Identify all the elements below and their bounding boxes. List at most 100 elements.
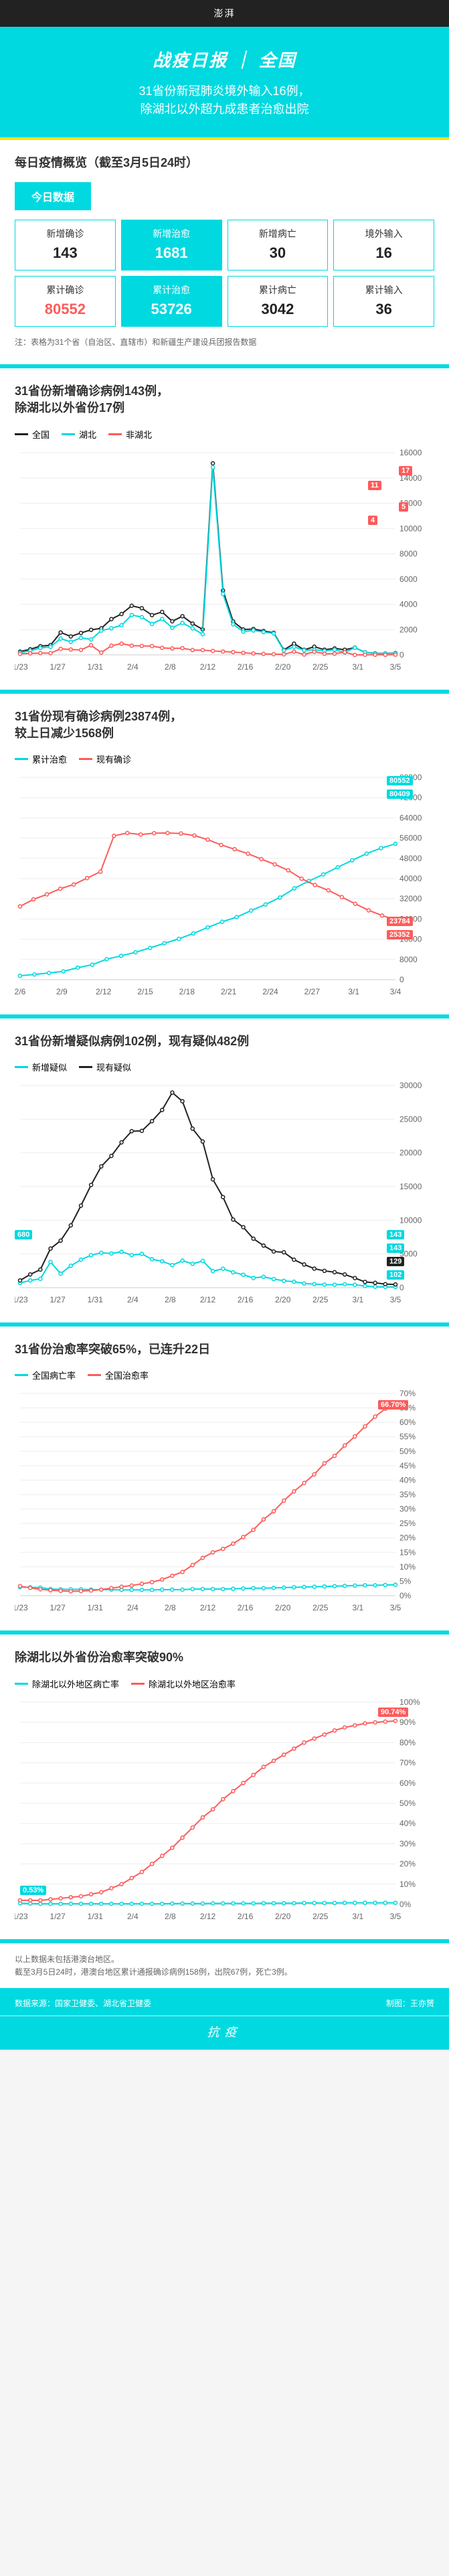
chart3-legend: 新增疑似现有疑似 — [15, 1061, 434, 1073]
svg-text:35%: 35% — [399, 1490, 416, 1499]
legend-item: 现有疑似 — [79, 1061, 131, 1073]
svg-text:2/12: 2/12 — [200, 1295, 216, 1304]
callout: 143 — [387, 1243, 404, 1253]
svg-text:64000: 64000 — [399, 813, 422, 822]
svg-text:2/12: 2/12 — [200, 662, 216, 672]
svg-text:30%: 30% — [399, 1839, 416, 1848]
legend-item: 除湖北以外地区病亡率 — [15, 1677, 119, 1690]
svg-text:2/4: 2/4 — [127, 662, 139, 672]
callout: 80409 — [387, 789, 413, 799]
svg-text:10%: 10% — [399, 1562, 416, 1572]
chart1-title: 31省份新增确诊病例143例，除湖北以外省份17例 — [15, 368, 434, 427]
tab-today[interactable]: 今日数据 — [15, 182, 91, 210]
svg-text:2/21: 2/21 — [221, 987, 237, 996]
section-chart2: 31省份现有确诊病例23874例，较上日减少1568例 累计治愈现有确诊 080… — [0, 694, 449, 1018]
callout: 80552 — [387, 776, 413, 785]
stat-label: 新增确诊 — [18, 227, 112, 240]
chart3: 0500010000150002000025000300001/231/271/… — [15, 1079, 434, 1306]
svg-text:0: 0 — [399, 650, 404, 660]
credits-author: 制图：王亦赟 — [386, 1997, 434, 2009]
callout: 143 — [387, 1230, 404, 1239]
svg-text:56000: 56000 — [399, 834, 422, 843]
svg-text:2/9: 2/9 — [56, 987, 68, 996]
svg-text:1/23: 1/23 — [15, 1912, 28, 1921]
callout: 102 — [387, 1270, 404, 1280]
svg-text:2/25: 2/25 — [312, 1603, 329, 1612]
svg-text:30000: 30000 — [399, 1081, 422, 1090]
callout: 680 — [15, 1230, 32, 1239]
svg-text:60%: 60% — [399, 1778, 416, 1787]
legend-item: 现有确诊 — [79, 753, 131, 765]
svg-text:1/27: 1/27 — [50, 1912, 66, 1921]
legend-label: 湖北 — [79, 428, 96, 441]
svg-text:15000: 15000 — [399, 1182, 422, 1191]
svg-text:1/31: 1/31 — [88, 662, 104, 672]
legend-item: 全国 — [15, 428, 50, 441]
stat-cell: 累计输入 36 — [333, 276, 434, 327]
svg-text:2/8: 2/8 — [165, 662, 176, 672]
svg-text:40%: 40% — [399, 1819, 416, 1828]
svg-text:2/16: 2/16 — [238, 662, 254, 672]
stat-value: 53726 — [124, 301, 219, 318]
svg-text:1/27: 1/27 — [50, 1295, 66, 1304]
svg-text:70%: 70% — [399, 1389, 416, 1398]
legend-swatch — [15, 433, 28, 435]
svg-text:3/5: 3/5 — [390, 1603, 401, 1612]
stat-value: 1681 — [124, 244, 219, 262]
svg-text:2/12: 2/12 — [96, 987, 112, 996]
legend-item: 累计治愈 — [15, 753, 67, 765]
svg-text:2000: 2000 — [399, 625, 418, 634]
svg-text:2/15: 2/15 — [137, 987, 153, 996]
svg-text:3/4: 3/4 — [390, 987, 401, 996]
legend-label: 除湖北以外地区治愈率 — [149, 1677, 236, 1690]
svg-text:2/18: 2/18 — [179, 987, 195, 996]
svg-text:50%: 50% — [399, 1447, 416, 1456]
chart2-legend: 累计治愈现有确诊 — [15, 753, 434, 765]
svg-text:2/27: 2/27 — [304, 987, 321, 996]
svg-text:10000: 10000 — [399, 1215, 422, 1225]
overview-heading: 每日疫情概览（截至3月5日24时） — [15, 140, 434, 182]
svg-text:2/20: 2/20 — [275, 1603, 291, 1612]
svg-text:2/20: 2/20 — [275, 1912, 291, 1921]
credits: 数据来源：国家卫健委、湖北省卫健委 制图：王亦赟 — [0, 1988, 449, 2016]
legend-swatch — [79, 1066, 92, 1068]
chart2: 0800016000240003200040000480005600064000… — [15, 771, 434, 998]
svg-text:1/31: 1/31 — [88, 1295, 104, 1304]
legend-swatch — [15, 1374, 28, 1376]
svg-text:20000: 20000 — [399, 1148, 422, 1158]
overview-note: 注：表格为31个省（自治区、直辖市）和新疆生产建设兵团报告数据 — [15, 336, 434, 348]
bottom-bar: 抗疫 — [0, 2016, 449, 2050]
callout: 90.74% — [378, 1708, 408, 1717]
svg-text:80%: 80% — [399, 1738, 416, 1747]
callout: 66.70% — [378, 1400, 408, 1410]
callout: 0.53% — [20, 1886, 46, 1895]
stat-cell: 累计病亡 3042 — [228, 276, 329, 327]
section-chart1: 31省份新增确诊病例143例，除湖北以外省份17例 全国湖北非湖北 020004… — [0, 368, 449, 693]
section-overview: 每日疫情概览（截至3月5日24时） 今日数据 新增确诊 143新增治愈 1681… — [0, 140, 449, 368]
svg-text:40000: 40000 — [399, 874, 422, 883]
legend-swatch — [131, 1683, 145, 1685]
svg-text:0: 0 — [399, 1283, 404, 1292]
svg-text:3/1: 3/1 — [353, 1295, 364, 1304]
logo: 澎湃 — [214, 7, 236, 20]
hero-sub-2: 除湖北以外超九成患者治愈出院 — [13, 100, 436, 119]
legend-label: 现有疑似 — [96, 1061, 131, 1073]
footnote-l2: 截至3月5日24时，港澳台地区累计通报确诊病例158例，出院67例，死亡3例。 — [15, 1966, 434, 1979]
svg-text:55%: 55% — [399, 1432, 416, 1442]
legend-label: 全国病亡率 — [32, 1369, 76, 1381]
hero: 战疫日报 ｜ 全国 31省份新冠肺炎境外输入16例， 除湖北以外超九成患者治愈出… — [0, 27, 449, 140]
callout: 11 — [368, 481, 381, 490]
legend-swatch — [79, 758, 92, 760]
svg-text:70%: 70% — [399, 1758, 416, 1767]
legend-label: 非湖北 — [126, 428, 152, 441]
section-chart4: 31省份治愈率突破65%，已连升22日 全国病亡率全国治愈率 0%5%10%15… — [0, 1327, 449, 1635]
stat-cell: 境外输入 16 — [333, 220, 434, 271]
svg-text:1/31: 1/31 — [88, 1603, 104, 1612]
svg-text:50%: 50% — [399, 1799, 416, 1808]
svg-text:2/16: 2/16 — [238, 1603, 254, 1612]
svg-text:2/6: 2/6 — [15, 987, 26, 996]
legend-label: 除湖北以外地区病亡率 — [32, 1677, 119, 1690]
svg-text:2/24: 2/24 — [262, 987, 278, 996]
svg-text:1/27: 1/27 — [50, 1603, 66, 1612]
svg-text:2/25: 2/25 — [312, 662, 329, 672]
